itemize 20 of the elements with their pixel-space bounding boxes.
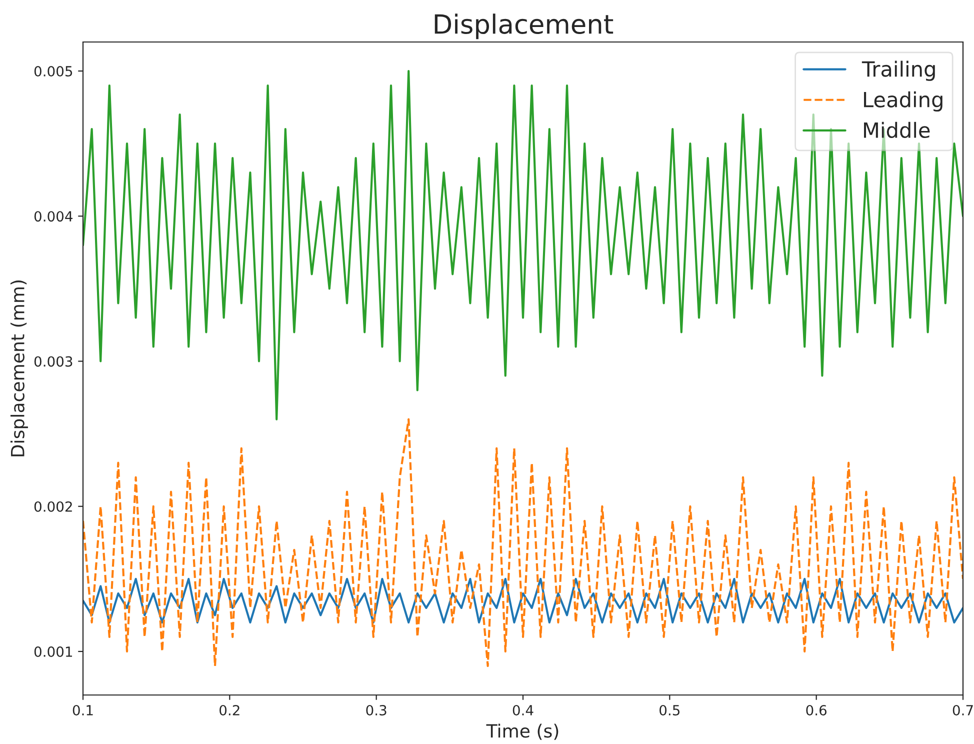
y-tick-label: 0.001: [34, 646, 72, 657]
x-tick-label: 0.2: [220, 704, 240, 716]
y-axis-title: Displacement (mm): [10, 280, 28, 456]
x-tick-label: 0.6: [806, 704, 827, 716]
x-tick-label: 0.7: [952, 704, 973, 716]
line-series: [83, 578, 963, 624]
x-axis-title: Time (s): [486, 724, 558, 740]
chart-title: Displacement: [434, 14, 614, 40]
legend-label: Middle: [864, 122, 930, 138]
x-tick-label: 0.4: [512, 704, 534, 716]
y-tick-label: 0.002: [34, 501, 72, 512]
line-series: [83, 418, 963, 668]
y-tick-label: 0.005: [34, 66, 72, 76]
x-tick-label: 0.3: [366, 704, 386, 716]
legend-label: Trailing: [862, 60, 935, 81]
legend-label: Leading: [864, 91, 942, 112]
y-tick-label: 0.003: [34, 356, 72, 367]
x-tick-label: 0.5: [660, 704, 680, 716]
y-tick-label: 0.004: [34, 211, 72, 222]
x-tick-label: 0.1: [72, 704, 93, 716]
